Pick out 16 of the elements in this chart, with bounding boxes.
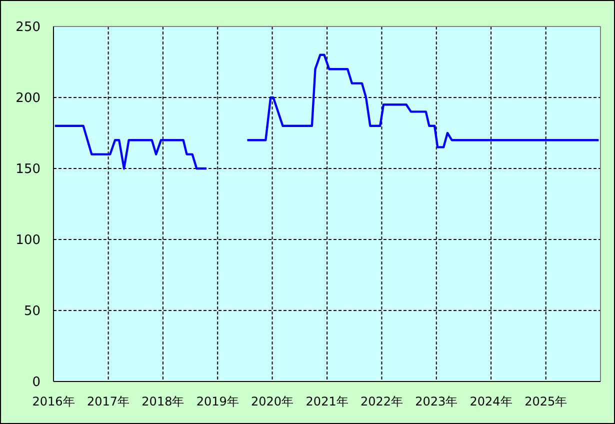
y-tick-label: 150 — [16, 162, 40, 177]
x-tick-label: 2016年 — [32, 394, 75, 408]
x-tick-label: 2018年 — [142, 394, 184, 408]
x-tick-label: 2020年 — [251, 394, 294, 408]
x-tick-label: 2024年 — [470, 394, 512, 408]
y-tick-label: 200 — [16, 91, 40, 106]
y-tick-label: 100 — [16, 233, 40, 248]
y-tick-label: 50 — [24, 304, 40, 319]
x-tick-label: 2019年 — [196, 394, 239, 408]
x-tick-label: 2023年 — [415, 394, 458, 408]
x-tick-label: 2025年 — [524, 394, 568, 408]
x-tick-label: 2021年 — [306, 394, 348, 408]
x-tick-label: 2022年 — [360, 394, 403, 408]
y-tick-label: 250 — [16, 20, 40, 35]
y-tick-label: 0 — [32, 375, 40, 390]
x-tick-label: 2017年 — [87, 394, 130, 408]
